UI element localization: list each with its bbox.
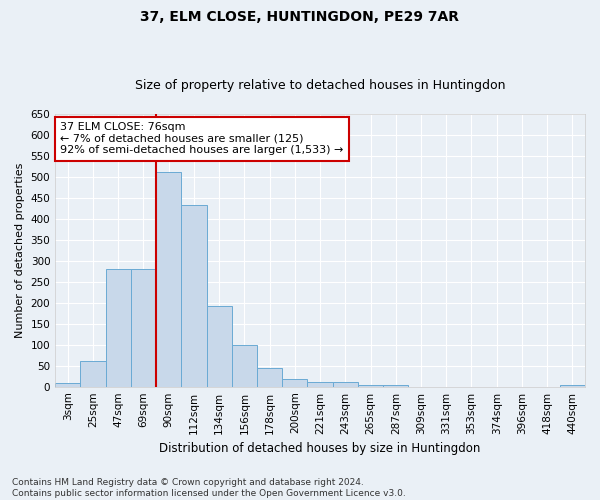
Text: 37 ELM CLOSE: 76sqm
← 7% of detached houses are smaller (125)
92% of semi-detach: 37 ELM CLOSE: 76sqm ← 7% of detached hou… (61, 122, 344, 156)
Bar (358, 384, 383, 386)
Bar (181, 206, 206, 386)
Bar (206, 306, 232, 386)
Bar (156, 172, 181, 386)
Bar (383, 385, 409, 386)
Bar (80, 360, 106, 386)
Text: 37, ELM CLOSE, HUNTINGDON, PE29 7AR: 37, ELM CLOSE, HUNTINGDON, PE29 7AR (140, 10, 460, 24)
Bar (282, 379, 307, 386)
Bar (257, 368, 282, 386)
Bar (131, 269, 156, 386)
Text: Contains HM Land Registry data © Crown copyright and database right 2024.
Contai: Contains HM Land Registry data © Crown c… (12, 478, 406, 498)
Bar (332, 382, 358, 386)
X-axis label: Distribution of detached houses by size in Huntingdon: Distribution of detached houses by size … (160, 442, 481, 455)
Y-axis label: Number of detached properties: Number of detached properties (15, 162, 25, 338)
Bar (232, 344, 257, 387)
Bar (55, 384, 80, 386)
Bar (560, 385, 585, 386)
Title: Size of property relative to detached houses in Huntingdon: Size of property relative to detached ho… (135, 79, 505, 92)
Bar (106, 269, 131, 386)
Bar (307, 382, 332, 386)
